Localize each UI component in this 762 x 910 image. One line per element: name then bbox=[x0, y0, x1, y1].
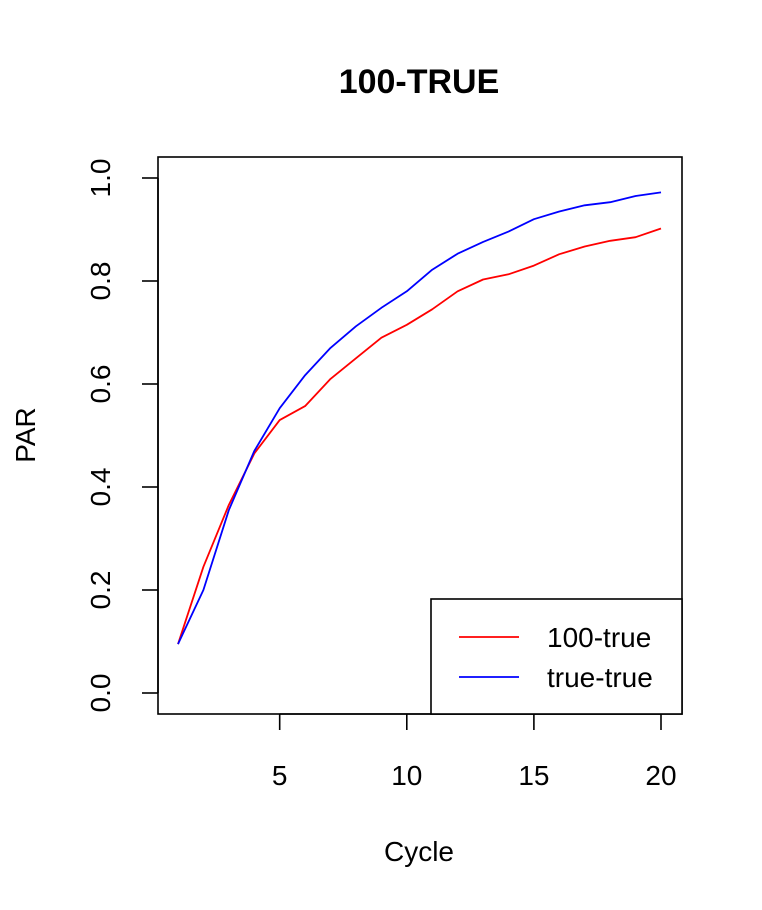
y-tick-label: 0.0 bbox=[85, 674, 116, 713]
y-tick-label: 0.2 bbox=[85, 571, 116, 610]
x-tick-label: 20 bbox=[645, 760, 676, 791]
x-tick-label: 10 bbox=[391, 760, 422, 791]
legend-box bbox=[430, 598, 683, 715]
axes: 5 10 15 20 0.0 0.2 0.4 0.6 0.8 1.0 bbox=[85, 159, 677, 791]
chart-title: 100-TRUE bbox=[339, 63, 500, 101]
series-line-true-true bbox=[177, 191, 662, 645]
y-tick-label: 0.8 bbox=[85, 262, 116, 301]
x-tick-label: 5 bbox=[272, 760, 288, 791]
series-line-100-true bbox=[177, 227, 662, 645]
y-tick-label: 0.6 bbox=[85, 365, 116, 404]
y-axis-label: PAR bbox=[10, 407, 41, 463]
x-axis-label: Cycle bbox=[384, 836, 454, 867]
legend-label: true-true bbox=[547, 662, 653, 693]
legend-label: 100-true bbox=[547, 622, 651, 653]
x-tick-label: 15 bbox=[518, 760, 549, 791]
series-lines bbox=[177, 191, 662, 645]
legend: 100-true true-true bbox=[430, 598, 683, 715]
y-tick-label: 1.0 bbox=[85, 159, 116, 198]
y-tick-label: 0.4 bbox=[85, 468, 116, 507]
